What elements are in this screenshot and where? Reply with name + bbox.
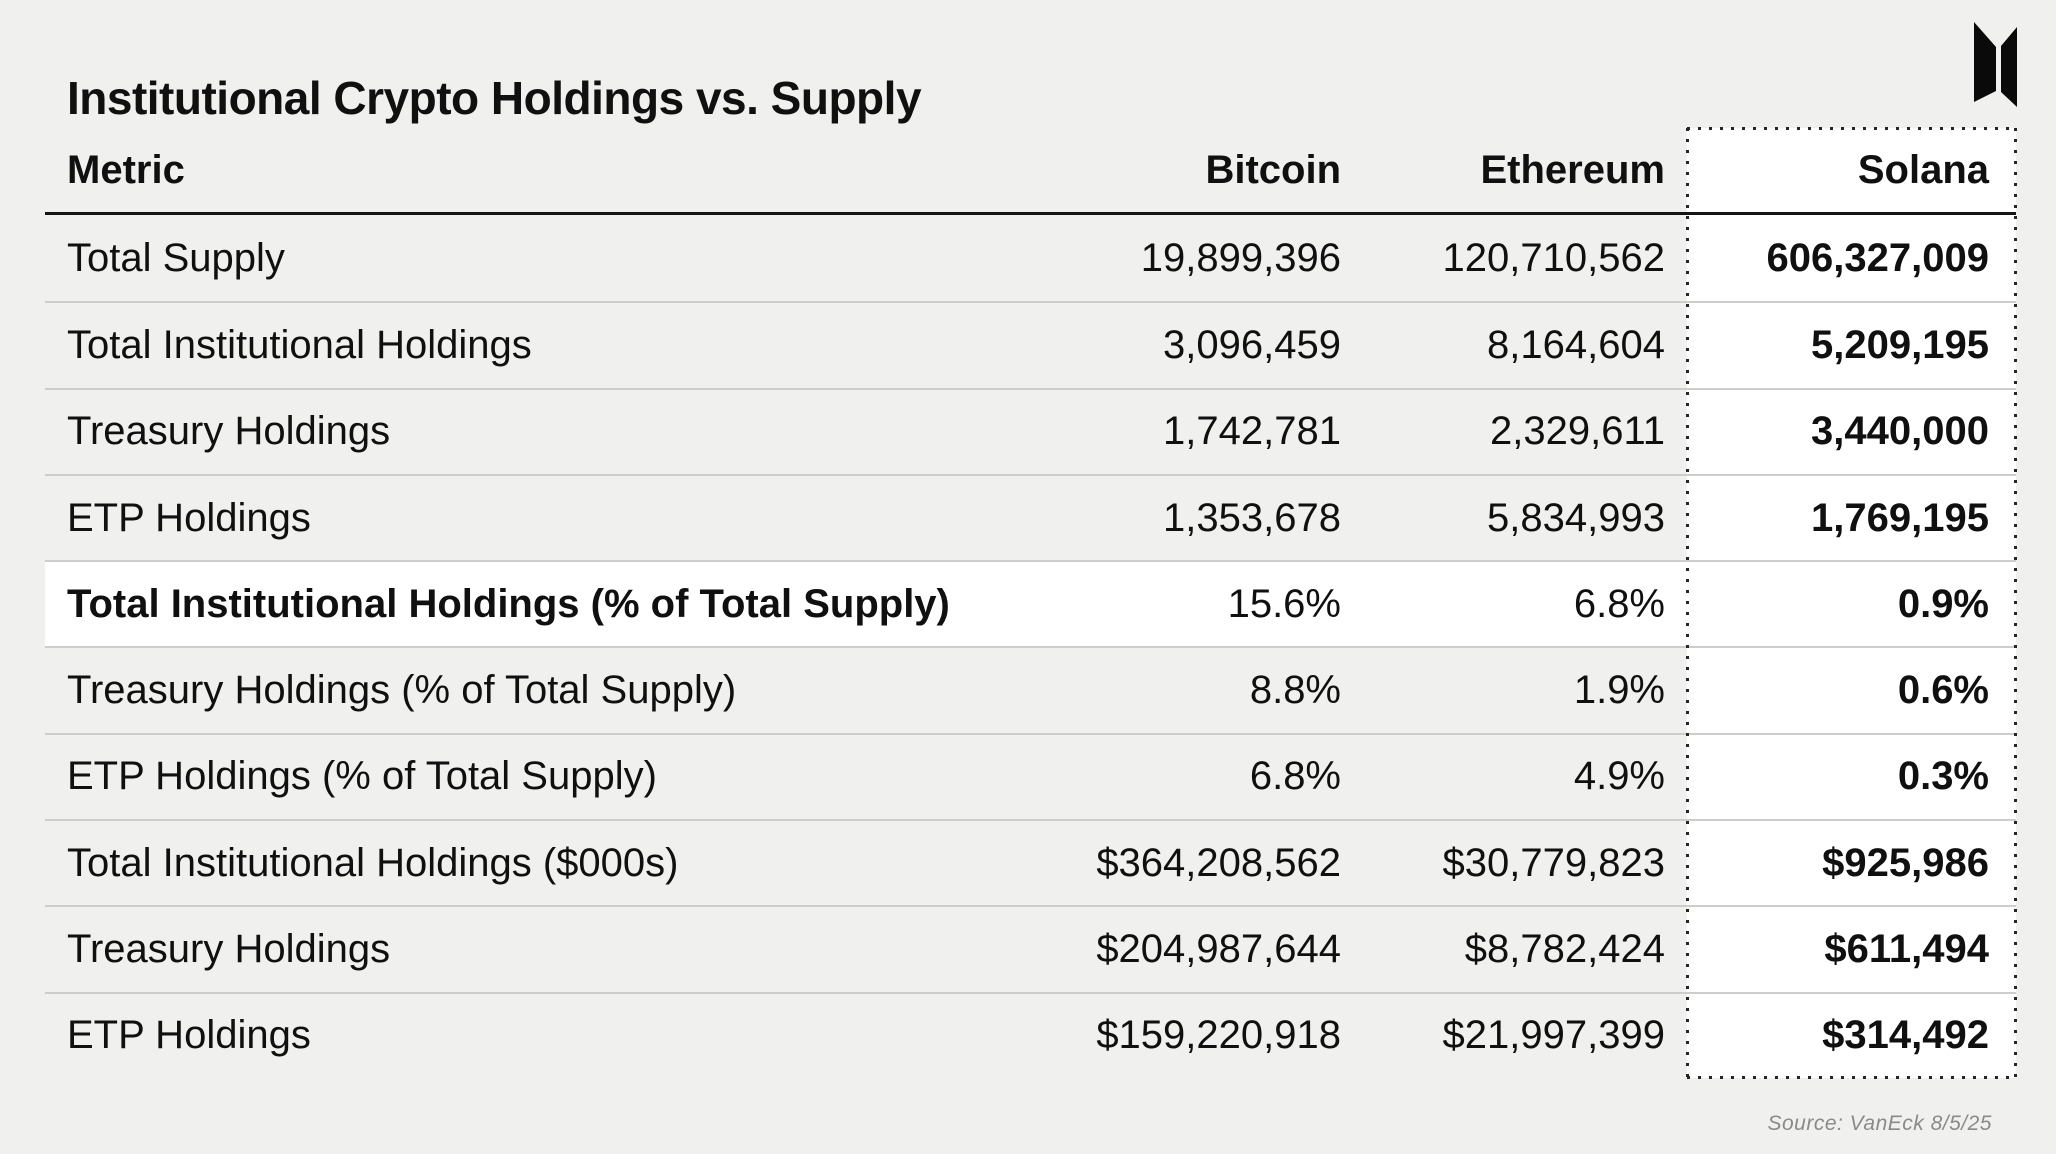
ethereum-value-cell: 4.9% bbox=[1573, 754, 1665, 799]
solana-value-cell: 0.3% bbox=[1687, 734, 2016, 820]
table-row: Total Institutional Holdings (% of Total… bbox=[45, 560, 2016, 647]
brand-play-mark-icon bbox=[1974, 22, 2017, 107]
solana-value-cell: 1,769,195 bbox=[1687, 475, 2016, 561]
metric-cell: Treasury Holdings bbox=[67, 409, 391, 454]
bitcoin-value-cell: 1,353,678 bbox=[1163, 495, 1341, 540]
column-header-bitcoin: Bitcoin bbox=[1205, 147, 1341, 192]
table-row: Total Supply 19,899,396 120,710,562 606,… bbox=[45, 215, 2016, 302]
metric-cell: ETP Holdings (% of Total Supply) bbox=[67, 754, 657, 799]
solana-value-cell: 606,327,009 bbox=[1687, 215, 2016, 302]
solana-value-cell: $314,492 bbox=[1687, 993, 2016, 1078]
bitcoin-value-cell: 6.8% bbox=[1249, 754, 1341, 799]
bitcoin-value-cell: 1,742,781 bbox=[1163, 409, 1341, 454]
column-header-ethereum: Ethereum bbox=[1480, 147, 1666, 192]
table-row: Total Institutional Holdings ($000s) $36… bbox=[45, 819, 2016, 906]
ethereum-value-cell: 5,834,993 bbox=[1487, 495, 1665, 540]
ethereum-value-cell: $8,782,424 bbox=[1464, 927, 1665, 972]
source-note: Source: VanEck 8/5/25 bbox=[1767, 1112, 1992, 1135]
bitcoin-value-cell: 15.6% bbox=[1227, 581, 1341, 626]
table-row: ETP Holdings $159,220,918 $21,997,399 $3… bbox=[45, 991, 2016, 1078]
metric-cell: Treasury Holdings bbox=[67, 927, 391, 972]
bitcoin-value-cell: $159,220,918 bbox=[1096, 1013, 1341, 1058]
bitcoin-value-cell: 3,096,459 bbox=[1163, 322, 1341, 367]
ethereum-value-cell: 2,329,611 bbox=[1490, 409, 1665, 454]
page-title: Institutional Crypto Holdings vs. Supply bbox=[67, 71, 922, 124]
solana-value-cell: $611,494 bbox=[1687, 907, 2016, 992]
table-body: Total Supply 19,899,396 120,710,562 606,… bbox=[45, 215, 2016, 1078]
metric-cell: Treasury Holdings (% of Total Supply) bbox=[67, 668, 737, 713]
metric-cell: ETP Holdings bbox=[67, 1013, 311, 1058]
ethereum-value-cell: 8,164,604 bbox=[1487, 322, 1665, 367]
bitcoin-value-cell: $204,987,644 bbox=[1096, 927, 1341, 972]
bitcoin-value-cell: $364,208,562 bbox=[1096, 840, 1341, 885]
table-row: ETP Holdings (% of Total Supply) 6.8% 4.… bbox=[45, 732, 2016, 820]
ethereum-value-cell: 120,710,562 bbox=[1442, 235, 1665, 280]
table-header-row: Metric Bitcoin Ethereum Solana bbox=[45, 128, 2016, 215]
table-row: ETP Holdings 1,353,678 5,834,993 1,769,1… bbox=[45, 473, 2016, 561]
holdings-table: Metric Bitcoin Ethereum Solana Total Sup… bbox=[45, 127, 2017, 1079]
bitcoin-value-cell: 8.8% bbox=[1249, 668, 1341, 713]
table-row: Treasury Holdings (% of Total Supply) 8.… bbox=[45, 646, 2016, 733]
ethereum-value-cell: $30,779,823 bbox=[1442, 840, 1665, 885]
metric-cell: Total Institutional Holdings ($000s) bbox=[67, 840, 679, 885]
ethereum-value-cell: $21,997,399 bbox=[1442, 1013, 1665, 1058]
solana-value-cell: 5,209,195 bbox=[1687, 303, 2016, 388]
ethereum-value-cell: 1.9% bbox=[1573, 668, 1665, 713]
table-row: Treasury Holdings 1,742,781 2,329,611 3,… bbox=[45, 387, 2016, 474]
solana-value-cell: 0.9% bbox=[1687, 562, 2016, 647]
solana-value-cell: $925,986 bbox=[1687, 821, 2016, 906]
solana-value-cell: 3,440,000 bbox=[1687, 389, 2016, 474]
metric-cell: Total Supply bbox=[67, 235, 285, 280]
table-row: Treasury Holdings $204,987,644 $8,782,42… bbox=[45, 905, 2016, 992]
column-header-metric: Metric bbox=[67, 147, 185, 192]
ethereum-value-cell: 6.8% bbox=[1573, 581, 1665, 626]
bitcoin-value-cell: 19,899,396 bbox=[1140, 235, 1341, 280]
metric-cell: Total Institutional Holdings bbox=[67, 322, 532, 367]
solana-value-cell: 0.6% bbox=[1687, 648, 2016, 733]
column-header-solana: Solana bbox=[1687, 128, 2016, 212]
metric-cell: ETP Holdings bbox=[67, 495, 311, 540]
table-row: Total Institutional Holdings 3,096,459 8… bbox=[45, 301, 2016, 388]
metric-cell: Total Institutional Holdings (% of Total… bbox=[67, 581, 950, 626]
